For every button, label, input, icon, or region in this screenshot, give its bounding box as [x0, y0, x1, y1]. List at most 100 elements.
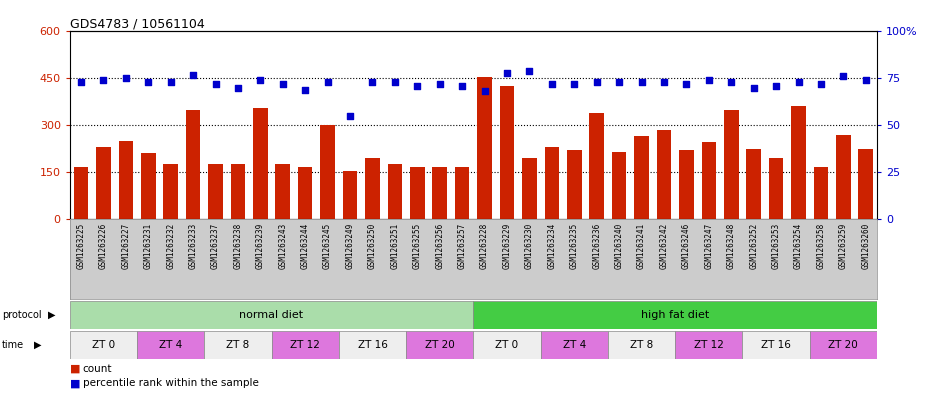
- Text: GSM1263236: GSM1263236: [592, 223, 601, 269]
- Text: GSM1263248: GSM1263248: [726, 223, 736, 269]
- Point: [679, 81, 694, 87]
- Point: [814, 81, 829, 87]
- Text: GSM1263252: GSM1263252: [750, 223, 758, 269]
- Bar: [186, 110, 200, 219]
- Bar: [679, 150, 694, 219]
- Text: GSM1263249: GSM1263249: [346, 223, 354, 269]
- Text: GSM1263260: GSM1263260: [861, 223, 870, 269]
- Bar: [253, 108, 268, 219]
- Bar: [473, 301, 877, 329]
- Text: GSM1263226: GSM1263226: [99, 223, 108, 269]
- Text: GSM1263256: GSM1263256: [435, 223, 445, 269]
- Bar: [747, 149, 761, 219]
- Bar: [70, 331, 137, 359]
- Text: ZT 8: ZT 8: [226, 340, 249, 350]
- Text: ZT 8: ZT 8: [630, 340, 653, 350]
- Bar: [320, 125, 335, 219]
- Point: [432, 81, 447, 87]
- Text: ZT 0: ZT 0: [496, 340, 519, 350]
- Bar: [455, 167, 470, 219]
- Bar: [477, 77, 492, 219]
- Point: [566, 81, 581, 87]
- Point: [455, 83, 470, 89]
- Point: [791, 79, 806, 85]
- Text: GSM1263259: GSM1263259: [839, 223, 848, 269]
- Text: ZT 4: ZT 4: [563, 340, 586, 350]
- Bar: [406, 331, 473, 359]
- Text: ▶: ▶: [33, 340, 41, 350]
- Bar: [742, 331, 810, 359]
- Point: [634, 79, 649, 85]
- Text: GSM1263243: GSM1263243: [278, 223, 287, 269]
- Bar: [473, 331, 540, 359]
- Text: GSM1263232: GSM1263232: [166, 223, 175, 269]
- Bar: [545, 147, 559, 219]
- Text: GDS4783 / 10561104: GDS4783 / 10561104: [70, 17, 205, 30]
- Text: ZT 20: ZT 20: [829, 340, 858, 350]
- Text: GSM1263237: GSM1263237: [211, 223, 220, 269]
- Text: GSM1263253: GSM1263253: [772, 223, 780, 269]
- Bar: [70, 301, 473, 329]
- Bar: [343, 171, 357, 219]
- Point: [701, 77, 716, 83]
- Text: ▶: ▶: [48, 310, 56, 320]
- Bar: [298, 167, 312, 219]
- Point: [140, 79, 155, 85]
- Text: ZT 4: ZT 4: [159, 340, 182, 350]
- Point: [96, 77, 111, 83]
- Text: GSM1263247: GSM1263247: [704, 223, 713, 269]
- Bar: [701, 142, 716, 219]
- Text: GSM1263227: GSM1263227: [121, 223, 130, 269]
- Bar: [522, 158, 537, 219]
- Point: [836, 73, 851, 80]
- Bar: [567, 150, 581, 219]
- Bar: [634, 136, 649, 219]
- Point: [298, 86, 312, 93]
- Text: GSM1263225: GSM1263225: [76, 223, 86, 269]
- Point: [208, 81, 223, 87]
- Bar: [612, 152, 627, 219]
- Point: [73, 79, 88, 85]
- Text: GSM1263244: GSM1263244: [300, 223, 310, 269]
- Point: [275, 81, 290, 87]
- Bar: [118, 141, 133, 219]
- Text: GSM1263254: GSM1263254: [794, 223, 803, 269]
- Bar: [272, 331, 339, 359]
- Text: GSM1263245: GSM1263245: [323, 223, 332, 269]
- Bar: [769, 158, 783, 219]
- Text: percentile rank within the sample: percentile rank within the sample: [83, 378, 259, 389]
- Point: [118, 75, 133, 81]
- Point: [410, 83, 425, 89]
- Text: GSM1263229: GSM1263229: [502, 223, 512, 269]
- Text: high fat diet: high fat diet: [641, 310, 710, 320]
- Text: GSM1263228: GSM1263228: [480, 223, 489, 269]
- Text: GSM1263251: GSM1263251: [391, 223, 399, 269]
- Bar: [141, 153, 155, 219]
- Text: ZT 12: ZT 12: [694, 340, 724, 350]
- Point: [544, 81, 559, 87]
- Point: [724, 79, 738, 85]
- Bar: [499, 86, 514, 219]
- Point: [163, 79, 178, 85]
- Point: [253, 77, 268, 83]
- Bar: [275, 164, 290, 219]
- Bar: [432, 167, 447, 219]
- Point: [612, 79, 627, 85]
- Text: protocol: protocol: [2, 310, 42, 320]
- Point: [388, 79, 403, 85]
- Text: ZT 16: ZT 16: [761, 340, 791, 350]
- Text: ZT 16: ZT 16: [357, 340, 388, 350]
- Text: GSM1263255: GSM1263255: [413, 223, 422, 269]
- Bar: [657, 130, 671, 219]
- Text: time: time: [2, 340, 24, 350]
- Bar: [590, 113, 604, 219]
- Bar: [231, 164, 246, 219]
- Point: [657, 79, 671, 85]
- Text: GSM1263238: GSM1263238: [233, 223, 243, 269]
- Bar: [365, 158, 379, 219]
- Text: ZT 0: ZT 0: [92, 340, 115, 350]
- Text: GSM1263239: GSM1263239: [256, 223, 265, 269]
- Bar: [540, 331, 608, 359]
- Bar: [791, 107, 805, 219]
- Text: GSM1263241: GSM1263241: [637, 223, 646, 269]
